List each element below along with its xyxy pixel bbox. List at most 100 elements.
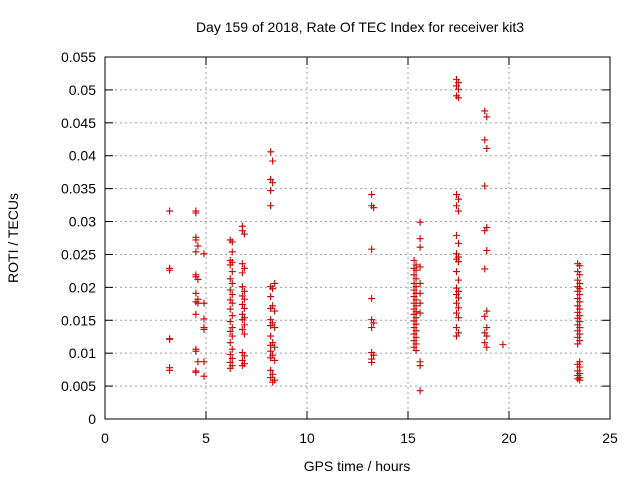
data-point-marker [240,264,248,272]
data-point-marker [455,276,462,284]
data-point-marker [452,309,460,317]
data-point-marker [267,332,275,340]
data-point-marker [452,299,460,307]
y-tick-label: 0.035 [61,181,96,197]
data-point-marker [410,256,418,264]
y-tick-label: 0.02 [69,279,96,295]
data-point-marker [226,318,234,326]
data-point-marker [240,304,248,312]
data-point-marker [228,332,236,340]
data-point-marker [240,321,248,329]
data-point-marker [574,340,582,348]
data-point-marker [481,182,489,190]
data-point-marker [267,347,275,355]
x-tick-label: 20 [501,430,517,446]
data-point-marker [483,332,491,340]
data-point-marker [452,324,460,332]
data-point-marker [192,347,200,355]
data-point-marker [416,362,424,370]
data-point-marker [269,285,277,293]
data-point-marker [228,354,236,362]
data-point-marker [269,378,277,386]
y-tick-label: 0.03 [69,214,96,230]
data-point-marker [267,202,275,210]
data-point-marker [455,94,462,102]
data-point-marker [166,366,174,374]
data-point-marker [194,299,202,307]
data-points [166,75,584,395]
data-point-marker [192,236,200,244]
data-point-marker [455,207,462,215]
data-point-marker [226,305,234,313]
data-point-marker [483,343,491,351]
data-point-marker [200,358,208,366]
data-point-marker [499,341,507,349]
data-point-marker [416,218,424,226]
data-point-marker [271,279,279,287]
data-point-marker [238,269,246,277]
data-point-marker [455,314,462,322]
y-tick-label: 0.04 [69,148,96,164]
data-point-marker [194,275,202,283]
data-point-marker [576,298,584,306]
y-tick-label: 0.015 [61,312,96,328]
data-point-marker [192,209,200,217]
data-point-marker [483,113,491,121]
data-point-marker [576,363,584,371]
data-point-marker [228,291,236,299]
x-tick-label: 10 [299,430,315,446]
data-point-marker [452,332,460,340]
y-tick-label: 0.025 [61,246,96,262]
y-axis-label: ROTI / TECUs [5,193,21,283]
data-point-marker [483,144,491,152]
data-point-marker [368,191,376,199]
y-tick-label: 0.05 [69,82,96,98]
data-point-marker [370,319,378,327]
data-point-marker [267,304,275,312]
data-point-marker [228,312,236,320]
data-point-marker [267,341,275,349]
data-point-marker [194,242,202,250]
data-point-marker [452,191,460,199]
data-point-marker [452,268,460,276]
data-point-marker [238,325,246,333]
data-point-marker [267,366,275,374]
y-tick-label: 0.01 [69,345,96,361]
data-point-marker [166,335,174,343]
data-point-marker [576,376,584,384]
data-point-marker [238,283,246,291]
data-point-marker [452,202,460,210]
data-point-marker [238,260,246,268]
x-tick-label: 0 [101,430,109,446]
data-point-marker [271,356,279,364]
data-point-marker [481,312,489,320]
data-point-marker [240,287,248,295]
data-point-marker [267,374,275,382]
data-point-marker [226,286,234,294]
data-point-marker [228,299,236,307]
data-point-marker [228,345,236,353]
x-tick-label: 5 [202,430,210,446]
data-point-marker [368,358,376,366]
data-point-marker [481,227,489,235]
data-point-marker [370,351,378,359]
data-point-marker [226,339,234,347]
data-point-marker [240,295,248,303]
data-point-marker [226,261,234,269]
data-point-marker [483,307,491,315]
data-point-marker [238,316,246,324]
data-point-marker [267,293,275,301]
data-point-marker [200,315,208,323]
chart-title: Day 159 of 2018, Rate Of TEC Index for r… [196,19,524,35]
data-point-marker [228,324,236,332]
data-point-marker [192,289,200,297]
data-point-marker [240,330,248,338]
data-point-marker [271,307,279,315]
data-point-marker [271,324,279,332]
data-point-marker [481,265,489,273]
data-point-marker [455,258,462,266]
data-point-marker [412,347,420,355]
x-tick-label: 25 [602,430,618,446]
data-point-marker [481,339,489,347]
